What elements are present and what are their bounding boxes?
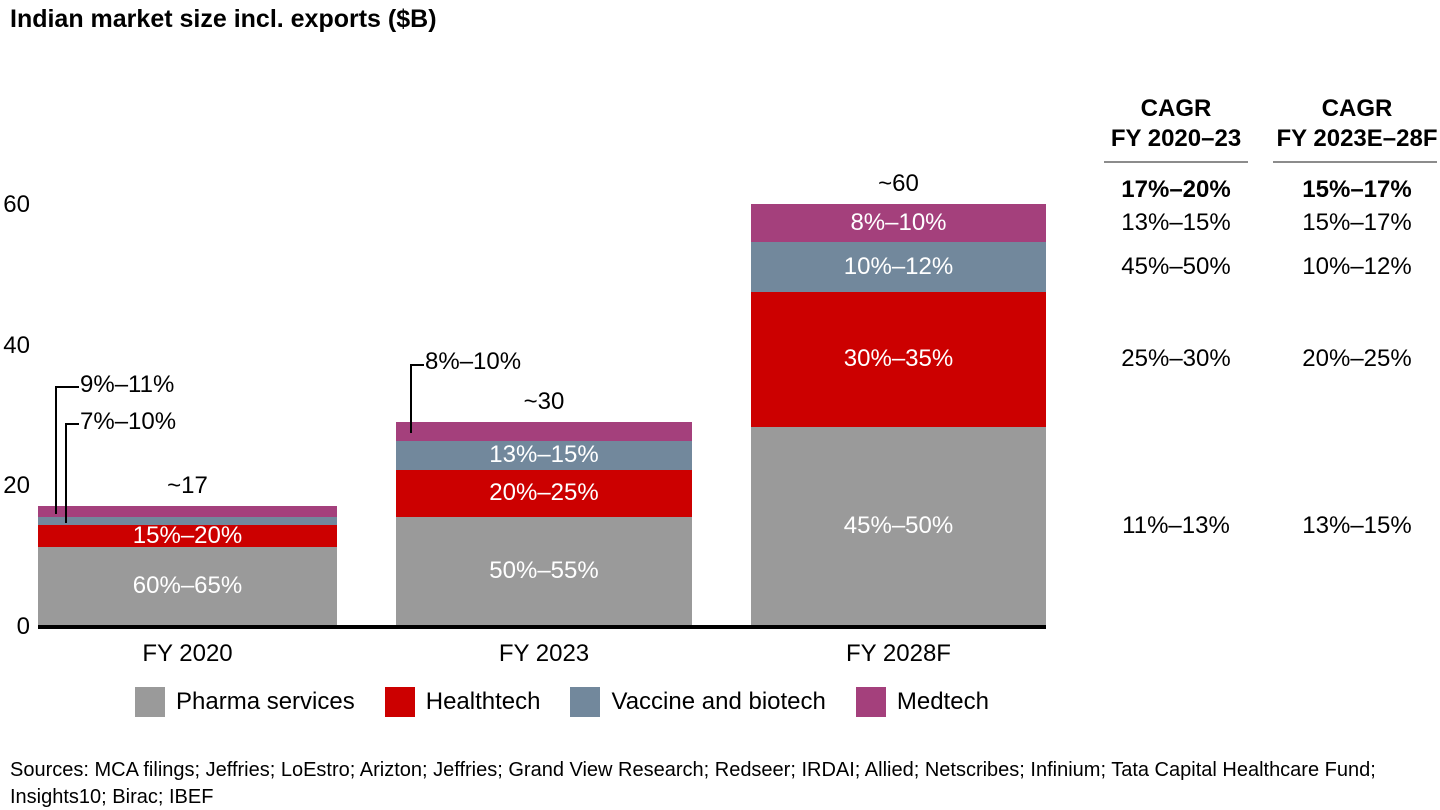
chart-title: Indian market size incl. exports ($B) [10,5,437,33]
legend-label: Vaccine and biotech [611,688,826,715]
cagr-header-line1: CAGR [1140,95,1212,122]
y-tick-label: 0 [16,613,30,640]
callout-leader-line [55,386,79,514]
sources-line-1: Sources: MCA filings; Jeffries; LoEstro;… [10,759,1376,781]
cagr-value-vaccine-and-biotech: 10%–12% [1302,253,1412,281]
segment-share-label: 30%–35% [843,345,954,373]
cagr-header-line2: FY 2020–23 [1110,125,1242,152]
x-tick-label: FY 2020 [142,640,233,667]
bar-segment-healthtech: 20%–25% [396,469,692,517]
bar-segment-medtech: 8%–10% [751,204,1046,243]
legend-label: Healthtech [425,688,541,715]
segment-share-label: 50%–55% [489,556,599,584]
callout-label: 8%–10% [425,348,522,375]
bar-segment-pharma-services: 60%–65% [38,546,337,625]
callout-leader-line [410,364,424,433]
bar-total-label: ~60 [878,170,919,198]
segment-share-label: 45%–50% [843,511,954,539]
x-tick-label: FY 2023 [498,640,590,667]
legend-item: Vaccine and biotech [570,687,826,717]
legend-swatch [855,687,886,717]
legend-item: Healthtech [384,687,541,717]
segment-share-label: 10%–12% [843,253,954,280]
bar-segment-healthtech: 15%–20% [38,522,337,550]
bar-segment-vaccine-and-biotech: 10%–12% [751,242,1046,292]
bar-segment-vaccine-and-biotech: 13%–15% [396,440,692,470]
legend-item: Pharma services [135,687,355,717]
bar-segment-medtech [396,421,692,441]
bar-segment-medtech [38,506,337,518]
segment-share-label: 8%–10% [850,209,947,237]
y-tick-label: 40 [3,331,30,359]
x-axis-line [38,625,1046,629]
y-tick-label: 20 [3,472,30,500]
legend: Pharma services Healthtech Vaccine and bio… [135,687,1019,717]
cagr-value-total: 17%–20% [1121,176,1231,203]
legend-label: Medtech [896,688,989,715]
callout-label: 9%–11% [80,371,175,398]
legend-swatch [384,687,415,717]
cagr-header-underline [1104,161,1248,163]
cagr-value-pharma-services: 13%–15% [1302,511,1412,539]
cagr-value-healthtech: 25%–30% [1121,345,1231,373]
cagr-header-line1: CAGR [1321,95,1393,122]
cagr-value-medtech: 13%–15% [1121,209,1231,237]
segment-share-label: 15%–20% [132,522,243,550]
cagr-value-pharma-services: 11%–13% [1122,511,1230,539]
x-tick-label: FY 2028F [846,640,951,667]
callout-label: 7%–10% [80,408,177,435]
legend-swatch [570,687,601,717]
segment-share-label: 20%–25% [489,479,599,507]
y-tick-label: 60 [3,191,30,219]
segment-share-label: 60%–65% [132,571,243,599]
bar-segment-vaccine-and-biotech [38,517,337,526]
sources-note: Sources: MCA filings; Jeffries; LoEstro;… [10,757,1376,810]
cagr-value-total: 15%–17% [1302,176,1412,203]
sources-line-2: Insights10; Birac; IBEF [10,786,214,808]
cagr-value-medtech: 15%–17% [1302,209,1412,237]
segment-share-label: 13%–15% [489,441,599,469]
bar-total-label: ~30 [523,387,565,415]
legend-swatch [135,687,165,717]
bar-segment-pharma-services: 50%–55% [396,516,692,625]
cagr-value-healthtech: 20%–25% [1302,345,1412,373]
bar-total-label: ~17 [167,472,208,500]
callout-leader-line [65,423,79,523]
bar-segment-healthtech: 30%–35% [751,291,1046,427]
bar-segment-pharma-services: 45%–50% [751,426,1046,625]
legend-item: Medtech [855,687,989,717]
cagr-header-line2: FY 2023E–28F [1276,125,1438,152]
cagr-value-vaccine-and-biotech: 45%–50% [1121,253,1231,281]
cagr-header-underline [1273,161,1437,163]
legend-label: Pharma services [176,688,355,715]
